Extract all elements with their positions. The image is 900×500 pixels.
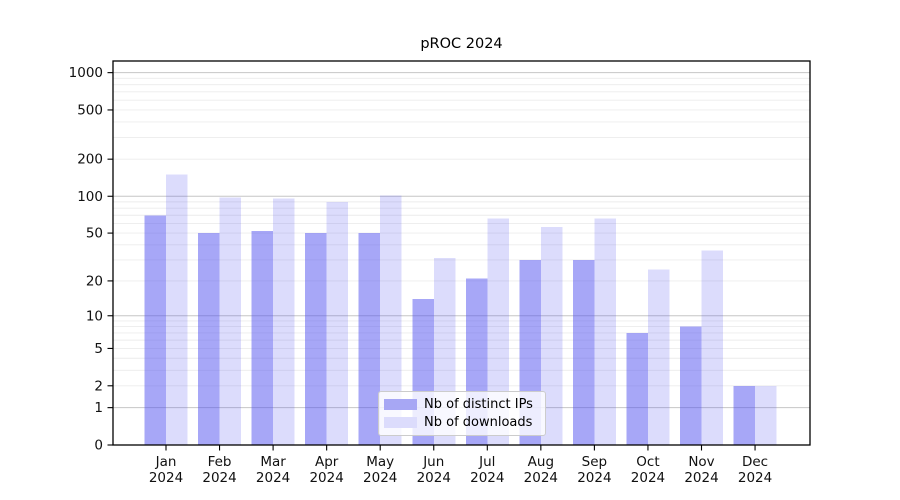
x-tick-label-year: 2024: [149, 470, 183, 486]
y-tick-label: 20: [86, 273, 103, 289]
legend-label: Nb of downloads: [424, 415, 533, 430]
y-tick-label: 100: [77, 189, 103, 205]
x-tick-label-year: 2024: [309, 470, 343, 486]
legend-swatch-icon: [384, 417, 417, 428]
y-tick-label: 5: [94, 341, 103, 357]
x-tick-label-month: Aug: [528, 454, 554, 470]
x-tick-label-month: Jun: [422, 454, 444, 470]
y-tick-label: 1: [94, 400, 103, 416]
bar: [273, 198, 295, 445]
bar: [219, 197, 242, 445]
y-axis: 0 1 2 5 10 20 50 100 200 500 1000: [69, 65, 113, 454]
x-tick-label-year: 2024: [417, 470, 451, 486]
series-1: [166, 174, 777, 445]
legend-item-0: Nb of distinct IPs: [384, 397, 539, 412]
legend-item-1: Nb of downloads: [384, 415, 539, 430]
x-tick-label-month: Mar: [260, 454, 286, 470]
y-tick-label: 2: [94, 378, 103, 394]
bar: [144, 215, 166, 445]
x-tick-label-month: Nov: [688, 454, 714, 470]
y-tick-label: 10: [86, 308, 103, 324]
legend-label: Nb of distinct IPs: [424, 397, 533, 412]
x-tick-label-year: 2024: [470, 470, 504, 486]
y-tick-label: 200: [77, 152, 103, 168]
x-tick-label-year: 2024: [684, 470, 718, 486]
x-tick-label-year: 2024: [256, 470, 290, 486]
legend-swatch-icon: [384, 399, 417, 410]
bar: [198, 233, 220, 445]
y-tick-label: 50: [86, 226, 103, 242]
bar: [626, 332, 648, 445]
x-tick-label-month: Jan: [155, 454, 177, 470]
bar: [305, 233, 327, 445]
x-tick-label-month: May: [366, 454, 394, 470]
x-tick-label-month: Feb: [208, 454, 232, 470]
bar: [733, 385, 756, 445]
y-tick-label: 1000: [69, 65, 103, 81]
bar: [358, 233, 381, 445]
bar: [166, 174, 188, 445]
x-tick-label-year: 2024: [631, 470, 665, 486]
bar: [251, 231, 274, 445]
y-tick-label: 500: [77, 102, 103, 118]
bar: [540, 227, 563, 445]
bar: [680, 326, 702, 445]
bar: [572, 259, 595, 445]
x-tick-label-year: 2024: [738, 470, 772, 486]
x-tick-label-month: Jul: [478, 454, 495, 470]
legend: Nb of distinct IPs Nb of downloads: [378, 391, 546, 436]
x-tick-label-month: Sep: [582, 454, 607, 470]
x-tick-label-year: 2024: [363, 470, 397, 486]
chart-title: pROC 2024: [420, 36, 503, 52]
x-tick-label-year: 2024: [524, 470, 558, 486]
bar: [380, 195, 402, 445]
x-tick-label-month: Dec: [742, 454, 768, 470]
y-tick-label: 0: [94, 438, 103, 454]
plot-frame: [112, 60, 811, 446]
bar: [326, 201, 349, 445]
bar: [487, 218, 509, 445]
bar: [647, 269, 670, 445]
x-tick-label-year: 2024: [577, 470, 611, 486]
bar: [594, 218, 616, 445]
x-tick-label-month: Apr: [315, 454, 339, 470]
bar: [701, 250, 723, 445]
x-axis: Jan2024Feb2024Mar2024Apr2024May2024Jun20…: [149, 445, 772, 486]
x-tick-label-year: 2024: [202, 470, 236, 486]
bar: [755, 385, 777, 445]
x-tick-label-month: Oct: [636, 454, 659, 470]
minor-gridlines: [113, 77, 810, 387]
